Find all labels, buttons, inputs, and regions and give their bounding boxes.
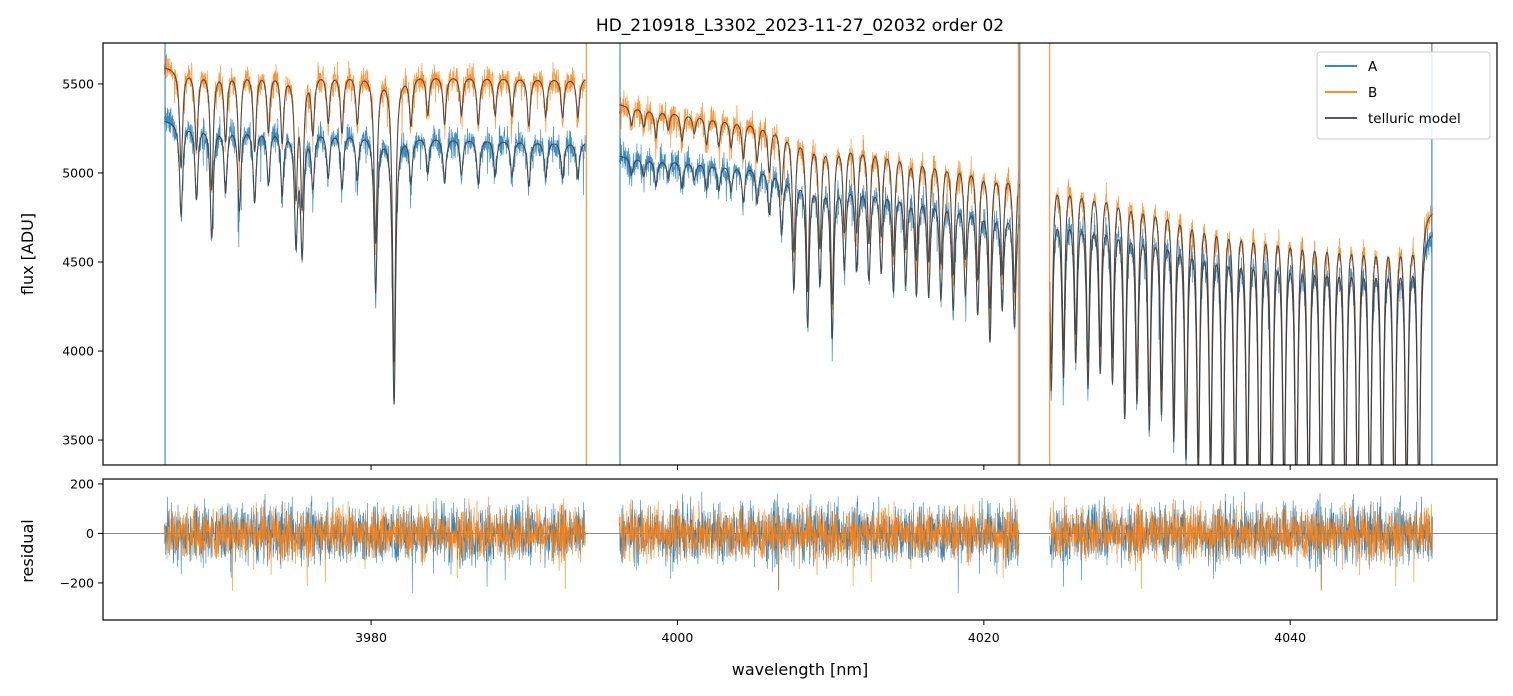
- flux-y-ticks: 3500 4000 4500 5000 5500: [62, 76, 103, 448]
- y-tick-label: 4500: [62, 255, 94, 270]
- y-tick-label: 5500: [62, 76, 94, 91]
- y-tick-label: 5000: [62, 165, 94, 180]
- y-tick-label: 0: [86, 526, 94, 541]
- x-tick-label: 3980: [355, 630, 387, 645]
- y-tick-label: −200: [60, 575, 94, 590]
- residual-y-axis-label: residual: [18, 519, 37, 582]
- residual-x-ticks: 3980 4000 4020 4040: [355, 620, 1306, 645]
- residual-plot-area: [103, 491, 1497, 593]
- x-tick-label: 4000: [662, 630, 694, 645]
- x-axis-label: wavelength [nm]: [732, 660, 869, 679]
- x-tick-label: 4020: [968, 630, 1000, 645]
- legend-label-b: B: [1368, 85, 1377, 101]
- legend-label-a: A: [1368, 59, 1378, 75]
- flux-y-axis-label: flux [ADU]: [18, 213, 37, 295]
- y-tick-label: 4000: [62, 344, 94, 359]
- residual-series-b-segment-1: [164, 496, 586, 591]
- flux-plot-area: [163, 43, 1434, 465]
- legend: A B telluric model: [1316, 51, 1491, 140]
- flux-axes-frame: [102, 42, 1498, 466]
- telluric-model-a-segment-1: [164, 120, 586, 405]
- telluric-model-a-segment-2: [619, 155, 1020, 343]
- residual-axes-frame: [102, 478, 1498, 621]
- telluric-model-b-segment-1: [164, 67, 586, 362]
- legend-box: [1316, 51, 1491, 140]
- residual-panel: −200 0 200 3980 4000 4020 4040 residual: [18, 476, 1498, 645]
- legend-label-telluric: telluric model: [1368, 111, 1461, 127]
- flux-x-ticks: [370, 465, 1291, 470]
- y-tick-label: 200: [70, 476, 94, 491]
- y-tick-label: 3500: [62, 433, 94, 448]
- chart-title: HD_210918_L3302_2023-11-27_02032 order 0…: [596, 16, 1004, 36]
- residual-series-b-segment-3: [1049, 496, 1433, 591]
- x-tick-label: 4040: [1274, 630, 1306, 645]
- residual-y-ticks: −200 0 200: [60, 476, 103, 590]
- telluric-model-b-segment-3: [1049, 194, 1434, 465]
- telluric-model-b-segment-2: [619, 104, 1020, 309]
- flux-panel: 3500 4000 4500 5000 5500 flux [ADU] A B tell…: [18, 42, 1498, 470]
- residual-series-b-segment-2: [618, 498, 1020, 591]
